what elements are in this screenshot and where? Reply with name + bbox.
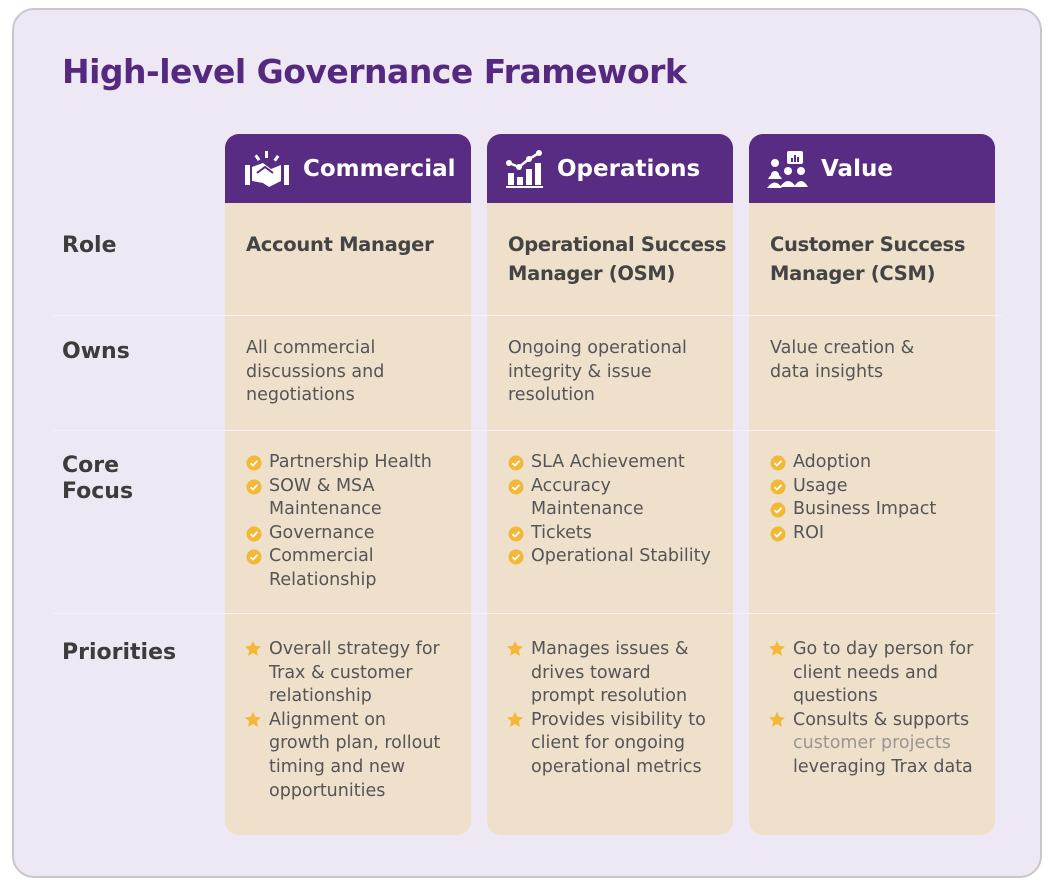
core-focus-item: SLA Achievement (508, 451, 723, 475)
core-focus-item: Usage (770, 475, 985, 499)
row-label-owns: Owns (62, 339, 130, 364)
star-icon (769, 711, 785, 727)
item-text: Commercial Relationship (269, 546, 377, 590)
core-focus-list: Adoption Usage Business Impact ROI (770, 451, 985, 545)
check-circle-icon (770, 526, 786, 542)
column-header: Commercial (225, 134, 471, 203)
core-focus-item: Operational Stability (508, 545, 723, 569)
priority-item: Consults & supports customer projects leve… (769, 709, 975, 780)
item-text: SOW & MSA Maintenance (269, 475, 382, 520)
column-operations: Operations (487, 134, 733, 835)
core-focus-item: ROI (770, 522, 985, 546)
role-text: Customer Success Manager (CSM) (770, 233, 966, 285)
core-focus-list: SLA Achievement Accuracy Maintenance Ticke… (508, 451, 723, 569)
check-circle-icon (246, 479, 262, 495)
core-focus-list: Partnership Health SOW & MSA Maintenance G… (246, 451, 446, 593)
core-focus-item: Commercial Relationship (246, 545, 446, 592)
column-header: Operations (487, 134, 733, 203)
team-icon (767, 150, 808, 188)
priorities-list: Manages issues & drives toward prompt re… (507, 638, 718, 780)
column-value: Value (749, 134, 995, 835)
column-header: Value (749, 134, 995, 203)
priorities-list: Overall strategy for Trax & customer rel… (245, 638, 451, 803)
item-text: Governance (269, 522, 375, 543)
priorities-list: Go to day person for client needs and qu… (769, 638, 975, 780)
item-text: Business Impact (793, 499, 937, 520)
star-icon (769, 640, 785, 656)
star-icon (507, 711, 523, 727)
check-circle-icon (770, 502, 786, 518)
core-focus-item: Adoption (770, 451, 985, 475)
owns-text: Value creation & data insights (770, 338, 915, 382)
item-text: ROI (793, 522, 825, 543)
core-focus-item: Governance (246, 522, 446, 546)
item-text: Tickets (531, 522, 592, 543)
role-text: Account Manager (246, 233, 434, 256)
item-text: Partnership Health (269, 452, 432, 472)
check-circle-icon (508, 526, 524, 542)
check-circle-icon (770, 455, 786, 471)
priority-item: Manages issues & drives toward prompt re… (507, 638, 718, 709)
check-circle-icon (770, 479, 786, 495)
label-line: Core (62, 453, 120, 478)
column-title: Operations (557, 155, 701, 182)
row-divider (52, 430, 1002, 431)
item-text: customer projects (793, 733, 951, 754)
role-text: Operational Success Manager (OSM) (508, 233, 727, 285)
item-text: Operational Stability (531, 546, 711, 567)
page-title: High-level Governance Framework (62, 52, 687, 91)
priority-item: Go to day person for client needs and qu… (769, 638, 975, 709)
label-line: Focus (62, 479, 134, 504)
core-focus-item: Partnership Health (246, 451, 446, 475)
check-circle-icon (508, 549, 524, 565)
item-text: SLA Achievement (531, 452, 685, 472)
core-focus-item: SOW & MSA Maintenance (246, 475, 446, 522)
column-title: Commercial (303, 155, 456, 182)
check-circle-icon (246, 455, 262, 471)
row-label-core-focus: Core Focus (62, 453, 133, 505)
item-text: Provides visibility to client for ongoin… (531, 709, 706, 777)
owns-text: Ongoing operational integrity & issue re… (508, 338, 687, 406)
item-text: Accuracy Maintenance (531, 475, 644, 520)
check-circle-icon (246, 526, 262, 542)
priority-item: Overall strategy for Trax & customer rel… (245, 638, 451, 709)
check-circle-icon (246, 549, 262, 565)
item-text: leveraging Trax data (793, 756, 973, 777)
item-text: Alignment on growth plan, rollout timing… (269, 709, 441, 801)
item-text: Go to day person for client needs and qu… (793, 639, 974, 707)
row-label-priorities: Priorities (62, 640, 177, 665)
item-text: Overall strategy for Trax & customer rel… (269, 639, 440, 707)
priority-item: Provides visibility to client for ongoin… (507, 709, 718, 780)
row-divider (52, 315, 1002, 316)
star-icon (245, 711, 261, 727)
core-focus-item: Business Impact (770, 498, 985, 522)
item-text: Consults & supports (793, 709, 970, 730)
core-focus-item: Tickets (508, 522, 723, 546)
bar-chart-icon (506, 149, 543, 188)
core-focus-item: Accuracy Maintenance (508, 475, 723, 522)
item-text: Usage (793, 475, 848, 496)
star-icon (507, 640, 523, 656)
owns-text: All commercial discussions and negotiati… (246, 338, 385, 406)
row-label-role: Role (62, 233, 117, 258)
item-text: Manages issues & drives toward prompt re… (531, 639, 689, 707)
check-circle-icon (508, 455, 524, 471)
priority-item: Alignment on growth plan, rollout timing… (245, 709, 451, 803)
column-title: Value (821, 155, 893, 182)
row-divider (52, 613, 1002, 614)
star-icon (245, 640, 261, 656)
check-circle-icon (508, 479, 524, 495)
handshake-icon (245, 150, 289, 187)
column-commercial: Commercial (225, 134, 471, 835)
item-text: Adoption (793, 452, 872, 472)
